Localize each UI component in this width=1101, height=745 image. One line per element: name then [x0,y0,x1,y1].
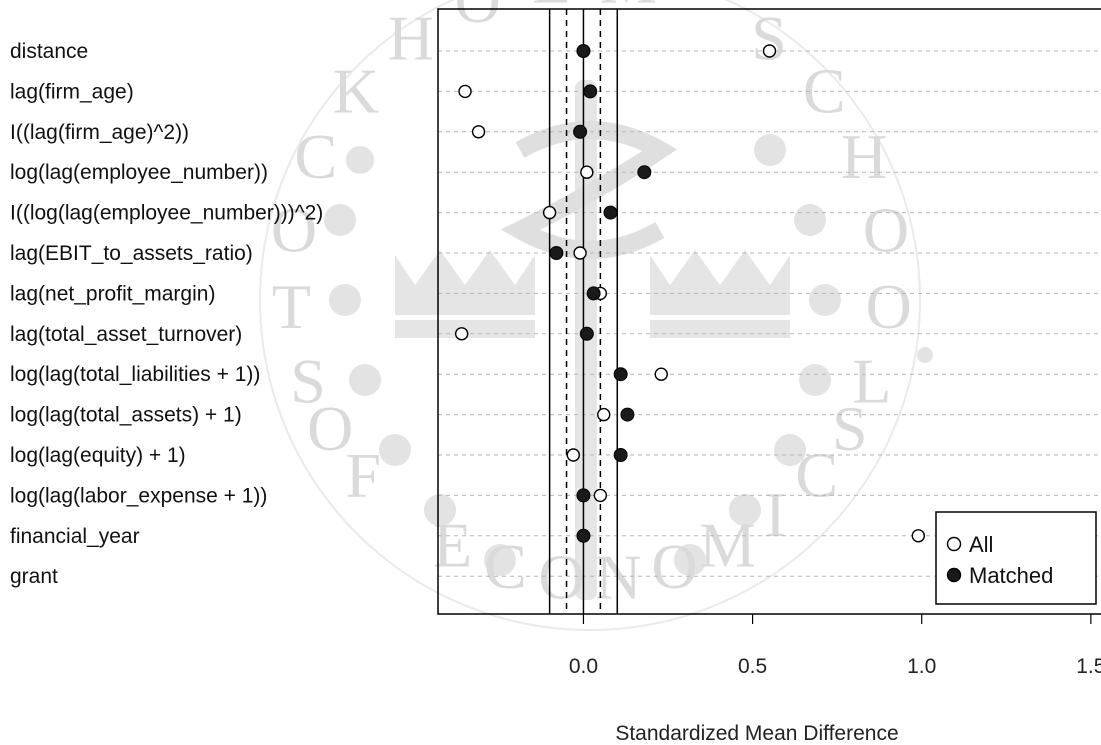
matched-point [603,205,618,220]
variable-label: log(lag(total_assets) + 1) [10,404,242,427]
all-point [597,407,611,422]
all-point [580,165,594,179]
all-point [654,367,668,381]
matched-point [549,246,564,260]
variable-label: lag(total_asset_turnover) [10,323,242,346]
variable-label: grant [10,565,58,588]
matched-point [637,165,652,180]
variable-label: log(lag(equity) + 1) [10,444,186,467]
all-point [911,529,926,543]
all-point [458,84,472,99]
variable-label: log(lag(labor_expense + 1)) [10,484,267,507]
x-tick-label: 1.5 [1076,655,1101,678]
matched-point [613,367,628,382]
matched-point [586,286,601,301]
x-tick-label: 0.5 [738,655,767,678]
matched-point [579,326,594,341]
variable-label: log(lag(employee_number)) [10,161,268,184]
all-point [471,125,486,139]
all-point [542,205,557,220]
matched-point [620,407,635,422]
variable-label: I((lag(firm_age)^2)) [10,121,189,144]
matched-point [573,124,588,139]
all-point [573,246,587,260]
legend-all-marker [946,536,962,552]
variable-label: distance [10,40,88,63]
all-point [593,488,608,503]
legend-box [935,511,1097,605]
matched-point [576,528,591,543]
matched-point [576,488,591,503]
variable-label: I((log(lag(employee_number)))^2) [10,202,323,225]
x-tick-label: 1.0 [907,655,936,678]
matched-point [583,84,598,99]
legend-label: All [969,532,993,557]
all-point [762,44,777,58]
variable-label: financial_year [10,525,140,548]
all-point [566,448,581,462]
plot-frame [437,8,1101,615]
x-axis-title: Standardized Mean Difference [615,722,898,745]
x-tick-label: 0.0 [569,655,598,678]
all-point [454,327,469,341]
variable-label: lag(EBIT_to_assets_ratio) [10,242,253,265]
legend-label: Matched [969,563,1053,588]
matched-point [576,44,591,58]
matched-point [613,448,628,462]
legend-matched-marker [946,567,962,583]
variable-label: lag(net_profit_margin) [10,282,215,305]
variable-label: lag(firm_age) [10,80,134,103]
variable-label: log(lag(total_liabilities + 1)) [10,363,260,386]
